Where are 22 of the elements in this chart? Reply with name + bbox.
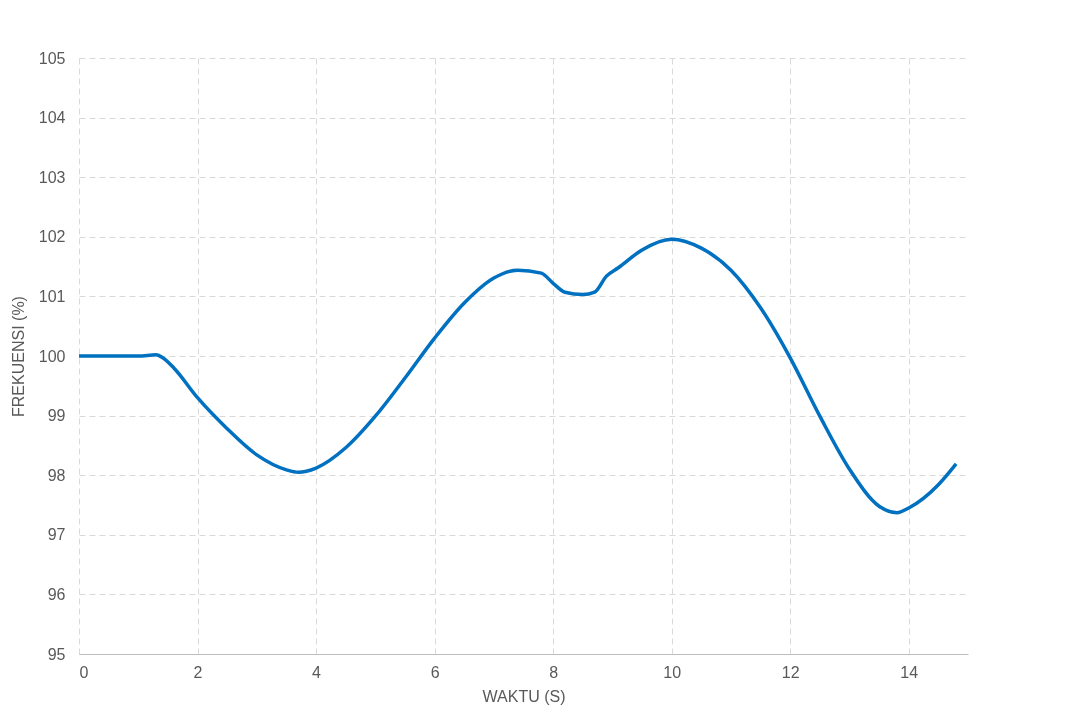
x-tick-label: 8 xyxy=(549,663,559,681)
line-series xyxy=(77,237,958,515)
x-tick-label: 12 xyxy=(781,663,800,681)
x-tick-label: 6 xyxy=(430,663,440,681)
y-tick-label: 96 xyxy=(47,585,66,603)
y-tick-label: 100 xyxy=(38,347,66,365)
y-tick-label: 105 xyxy=(38,49,66,67)
y-tick-label: 98 xyxy=(47,466,66,484)
y-tick-label: 101 xyxy=(38,287,66,305)
x-tick-label: 2 xyxy=(193,663,203,681)
y-tick-label: 95 xyxy=(47,645,66,663)
y-axis-title: FREKUENSI (%) xyxy=(9,296,27,417)
x-tick-label: 0 xyxy=(79,663,89,681)
y-tick-label: 99 xyxy=(47,407,66,425)
y-tick-label: 102 xyxy=(38,228,66,246)
x-axis-title: WAKTU (S) xyxy=(482,687,566,705)
y-tick-label: 104 xyxy=(38,109,66,127)
x-tick-label: 14 xyxy=(900,663,919,681)
x-tick-label: 4 xyxy=(312,663,322,681)
y-tick-label: 103 xyxy=(38,168,66,186)
x-tick-label: 10 xyxy=(663,663,682,681)
y-tick-label: 97 xyxy=(47,526,66,544)
